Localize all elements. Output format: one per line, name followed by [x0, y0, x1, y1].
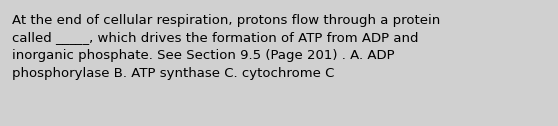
Text: At the end of cellular respiration, protons flow through a protein
called _____,: At the end of cellular respiration, prot… — [12, 14, 440, 80]
